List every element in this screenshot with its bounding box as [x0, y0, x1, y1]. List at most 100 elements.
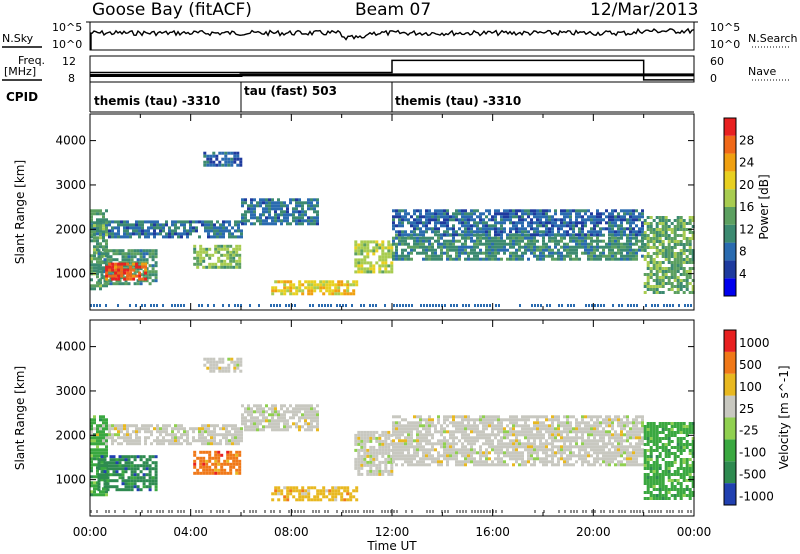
heatmap-cell	[599, 424, 602, 428]
heatmap-cell	[413, 230, 416, 234]
heatmap-cell	[234, 229, 237, 233]
heatmap-cell	[608, 463, 611, 467]
heatmap-cell	[277, 416, 280, 420]
heatmap-cell	[632, 236, 635, 240]
heatmap-cell	[208, 453, 212, 457]
heatmap-cell	[115, 282, 119, 286]
heatmap-cell	[124, 282, 128, 286]
heatmap-cell	[524, 227, 527, 231]
heatmap-cell	[620, 448, 623, 452]
heatmap-cell	[641, 209, 644, 213]
heatmap-cell	[557, 463, 560, 467]
heatmap-cell	[144, 442, 147, 446]
heatmap-cell	[461, 451, 464, 455]
heatmap-cell	[452, 418, 455, 422]
heatmap-cell	[548, 436, 551, 440]
heatmap-cell	[470, 454, 473, 458]
heatmap-cell	[563, 254, 566, 258]
heatmap-cell	[111, 436, 114, 440]
heatmap-cell	[488, 227, 491, 231]
heatmap-cell	[378, 448, 382, 452]
heatmap-cell	[670, 249, 674, 252]
power-heatmap	[90, 151, 695, 307]
heatmap-cell	[233, 366, 237, 370]
heatmap-cell	[154, 488, 158, 492]
heatmap-cell	[392, 424, 395, 428]
heatmap-cell	[599, 254, 602, 258]
heatmap-cell	[395, 451, 398, 455]
near-range-cell	[105, 304, 107, 307]
heatmap-cell	[123, 268, 127, 272]
heatmap-cell	[174, 229, 177, 233]
heatmap-cell	[286, 207, 289, 211]
heatmap-cell	[277, 204, 280, 208]
heatmap-cell	[641, 248, 644, 252]
heatmap-cell	[208, 265, 212, 269]
heatmap-cell	[90, 451, 93, 455]
heatmap-cell	[354, 439, 358, 443]
heatmap-cell	[443, 415, 446, 419]
colorbar-tick-label: 12	[739, 222, 754, 236]
heatmap-cell	[569, 454, 572, 458]
heatmap-cell	[611, 442, 614, 446]
heatmap-cell	[219, 229, 222, 233]
heatmap-cell	[416, 221, 419, 225]
heatmap-cell	[144, 265, 148, 269]
heatmap-cell	[500, 227, 503, 231]
heatmap-cell	[219, 226, 222, 230]
heatmap-cell	[102, 433, 105, 437]
heatmap-cell	[623, 421, 626, 425]
heatmap-cell	[527, 436, 530, 440]
heatmap-cell	[93, 421, 96, 425]
heatmap-cell	[623, 448, 626, 452]
heatmap-cell	[250, 216, 253, 220]
heatmap-cell	[691, 231, 695, 234]
heatmap-cell	[407, 242, 410, 246]
heatmap-cell	[545, 439, 548, 443]
heatmap-cell	[112, 467, 116, 471]
heatmap-cell	[360, 258, 364, 262]
heatmap-cell	[109, 467, 113, 471]
heatmap-cell	[629, 233, 632, 237]
heatmap-cell	[334, 498, 338, 502]
heatmap-cell	[664, 231, 668, 234]
heatmap-cell	[452, 236, 455, 240]
heatmap-cell	[446, 233, 449, 237]
heatmap-cell	[593, 448, 596, 452]
heatmap-cell	[446, 454, 449, 458]
heatmap-cell	[629, 221, 632, 225]
heatmap-cell	[590, 445, 593, 449]
colorbar-swatch	[724, 260, 736, 279]
heatmap-cell	[105, 421, 108, 425]
heatmap-cell	[572, 451, 575, 455]
heatmap-cell	[384, 252, 388, 256]
heatmap-cell	[96, 257, 99, 261]
heatmap-cell	[548, 454, 551, 458]
heatmap-cell	[590, 442, 593, 446]
heatmap-cell	[211, 456, 215, 460]
heatmap-cell	[154, 261, 158, 265]
heatmap-cell	[581, 218, 584, 222]
heatmap-cell	[253, 428, 256, 432]
heatmap-cell	[199, 244, 203, 248]
heatmap-cell	[199, 459, 203, 463]
heatmap-cell	[479, 448, 482, 452]
heatmap-cell	[392, 427, 395, 431]
heatmap-cell	[467, 442, 470, 446]
heatmap-cell	[626, 254, 629, 258]
heatmap-cell	[239, 160, 243, 164]
heatmap-cell	[139, 282, 143, 286]
heatmap-cell	[234, 223, 237, 227]
heatmap-cell	[241, 404, 244, 408]
heatmap-cell	[277, 428, 280, 432]
heatmap-cell	[99, 229, 102, 233]
heatmap-cell	[121, 249, 125, 253]
heatmap-cell	[527, 224, 530, 228]
heatmap-cell	[658, 291, 662, 294]
heatmap-cell	[199, 450, 203, 454]
heatmap-cell	[108, 235, 111, 239]
heatmap-cell	[130, 482, 134, 486]
heatmap-cell	[446, 439, 449, 443]
heatmap-cell	[159, 430, 162, 434]
heatmap-cell	[151, 467, 155, 471]
